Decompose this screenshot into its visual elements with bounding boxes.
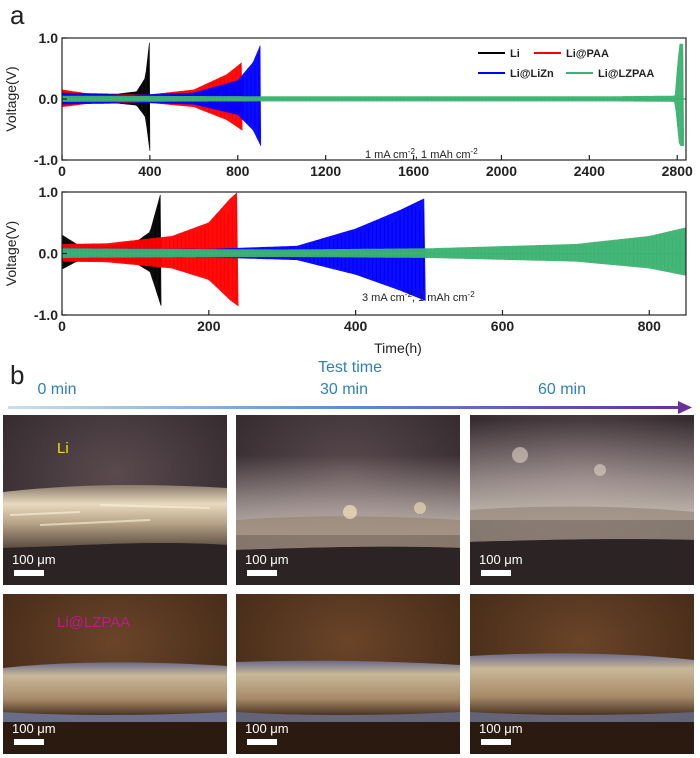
chart1-axes: 0 400 800 1200 1600 2000 2400 2800 -1.0 0.0 1.0	[34, 30, 693, 179]
timeline: Test time 0 min 30 min 60 min	[8, 359, 692, 414]
c2-xtick-label-3: 600	[491, 318, 515, 334]
c1-xtick-label-6: 2400	[574, 163, 605, 179]
chart1-annotation-a: 1 mA cm	[365, 149, 408, 161]
scale-bar-1	[14, 570, 44, 576]
micrograph-li-30min	[236, 415, 460, 585]
micrograph-lzpaa-0min	[3, 594, 227, 754]
row-label-li-lzpaa: Li@LZPAA	[57, 614, 130, 631]
c2-xtick-label-0: 0	[58, 318, 66, 334]
c2-ytick-label-1: 0.0	[39, 246, 59, 262]
c1-series-li-lizn	[61, 45, 262, 146]
micrograph-row-li-lzpaa: Li@LZPAA	[3, 594, 694, 754]
chart1-ylabel: Voltage(V)	[3, 66, 19, 131]
legend-label-li: Li	[510, 48, 520, 60]
chart2-annotation-sup2: -2	[468, 290, 476, 299]
panel-a-label: a	[10, 0, 25, 30]
chart2-annotation-b: , 1 mAh cm	[412, 292, 468, 304]
c2-ytick-label-2: 1.0	[39, 184, 59, 200]
time-label-60: 60 min	[538, 381, 586, 398]
scale-bar-6	[481, 739, 511, 745]
timeline-arrow-shaft	[8, 406, 680, 409]
scale-bar-3	[481, 570, 511, 576]
c1-ytick-label-1: 0.0	[39, 91, 59, 107]
scale-bar-label-6: 100 μm	[479, 721, 523, 736]
scale-bar-label-3: 100 μm	[479, 552, 523, 567]
legend-label-li-lizn: Li@LiZn	[510, 68, 554, 80]
scale-bar-5	[247, 739, 277, 745]
timeline-arrow-head	[678, 401, 692, 414]
voltage-chart-3mA: 0 200 400 600 800 -1.0 0.0 1.0 Voltage(V) Time(…	[3, 184, 687, 356]
chart1-series-layer	[61, 42, 686, 151]
voltage-chart-1mA: 0 400 800 1200 1600 2000 2400 2800 -1.0 0.0 1.0 Vo…	[3, 30, 693, 179]
micrograph-li-0min	[3, 415, 227, 585]
legend-label-li-paa: Li@PAA	[566, 48, 609, 60]
chart1-annotation-b: , 1 mAh cm	[415, 149, 471, 161]
chart2-xlabel: Time(h)	[374, 340, 422, 356]
chart2-annotation: 3 mA cm-2, 1 mAh cm-2	[362, 290, 475, 305]
legend-label-li-lzpaa: Li@LZPAA	[598, 68, 654, 80]
c1-ytick-label-2: 1.0	[39, 30, 59, 46]
c1-xtick-label-5: 2000	[486, 163, 517, 179]
c1-series-li-lzpaa	[61, 43, 685, 146]
scale-bar-4	[14, 739, 44, 745]
scale-bar-label-1: 100 μm	[12, 552, 56, 567]
scale-bar-label-4: 100 μm	[12, 721, 56, 736]
chart1-annotation: 1 mA cm-2, 1 mAh cm-2	[365, 147, 478, 162]
micrograph-lzpaa-30min	[236, 594, 460, 754]
timeline-title: Test time	[318, 359, 382, 376]
chart2-ylabel: Voltage(V)	[3, 221, 19, 286]
c2-xtick-label-2: 400	[344, 318, 368, 334]
c2-xtick-label-4: 800	[638, 318, 662, 334]
c2-ytick-label-0: -1.0	[34, 307, 58, 323]
chart2-series-layer	[61, 192, 687, 307]
scale-bar-label-2: 100 μm	[245, 552, 289, 567]
c1-xtick-label-2: 800	[226, 163, 250, 179]
micrograph-lzpaa-60min	[470, 594, 694, 754]
c1-xtick-label-4: 1600	[398, 163, 429, 179]
chart2-axes: 0 200 400 600 800 -1.0 0.0 1.0	[34, 184, 661, 334]
chart1-legend: Li Li@PAA Li@LiZn Li@LZPAA	[478, 48, 654, 80]
micrograph-row-li: Li	[3, 415, 694, 585]
c1-ytick-label-0: -1.0	[34, 152, 58, 168]
chart2-annotation-sup1: -2	[405, 290, 413, 299]
chart2-annotation-a: 3 mA cm	[362, 292, 405, 304]
c1-xtick-label-3: 1200	[310, 163, 341, 179]
c1-xtick-label-1: 400	[138, 163, 162, 179]
scale-bars: 100 μm 100 μm 100 μm 100 μm 100 μm 100 μ…	[12, 552, 523, 745]
c1-xtick-label-0: 0	[58, 163, 66, 179]
c2-xtick-label-1: 200	[197, 318, 221, 334]
scale-bar-label-5: 100 μm	[245, 721, 289, 736]
scale-bar-2	[247, 570, 277, 576]
micrograph-li-60min	[470, 415, 694, 585]
chart1-annotation-sup1: -2	[408, 147, 416, 156]
chart1-annotation-sup2: -2	[471, 147, 479, 156]
panel-b-label: b	[10, 360, 24, 390]
c1-xtick-label-7: 2800	[662, 163, 693, 179]
time-label-0: 0 min	[37, 381, 76, 398]
time-label-30: 30 min	[320, 381, 368, 398]
row-label-li: Li	[57, 440, 69, 457]
